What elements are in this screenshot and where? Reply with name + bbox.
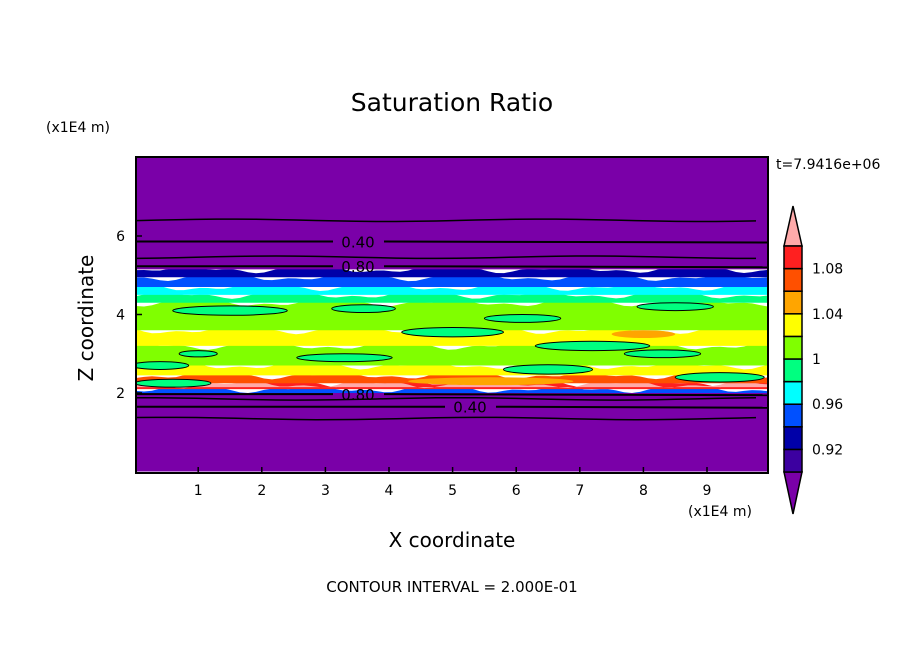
contour-interval-note: CONTOUR INTERVAL = 2.000E-01 bbox=[326, 578, 578, 596]
colorbar-box bbox=[783, 245, 803, 270]
colorbar-box bbox=[783, 358, 803, 383]
colorbar-tick-label: 0.96 bbox=[812, 397, 843, 413]
colorbar-box bbox=[783, 403, 803, 428]
y-tick-label: 4 bbox=[116, 308, 125, 324]
colorbar-box bbox=[783, 448, 803, 473]
x-tick-label: 7 bbox=[575, 483, 584, 499]
contour-label: 0.80 bbox=[341, 258, 374, 276]
field-island bbox=[172, 305, 288, 316]
contour-line bbox=[136, 255, 757, 260]
y-tick-label: 2 bbox=[116, 386, 125, 402]
colorbar-box bbox=[783, 313, 803, 338]
contour-line bbox=[383, 265, 768, 269]
colorbar-tick-label: 1.08 bbox=[812, 262, 843, 278]
contour-line bbox=[383, 240, 768, 244]
contour-line bbox=[136, 416, 757, 421]
x-axis-unit: (x1E4 m) bbox=[688, 504, 752, 520]
colorbar-box bbox=[783, 267, 803, 292]
x-tick-label: 6 bbox=[512, 483, 521, 499]
colorbar-extend-max bbox=[783, 205, 803, 247]
colorbar-extend-min bbox=[783, 471, 803, 515]
colorbar-tick-label: 1 bbox=[812, 352, 821, 368]
field-band bbox=[136, 298, 768, 331]
chart-title: Saturation Ratio bbox=[350, 88, 554, 117]
contour-line bbox=[495, 405, 768, 409]
plot-area: 0.40 0.80 0.80 0.40 bbox=[136, 157, 768, 472]
field-island bbox=[623, 349, 702, 359]
field-band bbox=[136, 371, 768, 384]
field-island bbox=[636, 302, 714, 312]
colorbar-box bbox=[783, 380, 803, 405]
time-label: t=7.9416e+06 bbox=[776, 157, 881, 173]
field-island bbox=[136, 361, 190, 370]
field-island bbox=[178, 350, 218, 358]
colorbar-box bbox=[783, 290, 803, 315]
field-band bbox=[136, 157, 768, 270]
contour-label: 0.40 bbox=[453, 399, 486, 417]
field-island bbox=[331, 304, 396, 314]
y-tick-label: 6 bbox=[116, 229, 125, 245]
colorbar-box bbox=[783, 426, 803, 451]
contour-label: 0.40 bbox=[341, 233, 374, 251]
field-island bbox=[483, 314, 562, 323]
contour-line bbox=[383, 393, 768, 397]
x-axis-label: X coordinate bbox=[388, 528, 516, 552]
field-band bbox=[136, 380, 768, 389]
colorbar-tick-label: 0.92 bbox=[812, 442, 843, 458]
x-tick-label: 3 bbox=[321, 483, 330, 499]
field-band bbox=[136, 393, 768, 472]
y-axis-unit: (x1E4 m) bbox=[46, 120, 110, 136]
x-tick-label: 9 bbox=[703, 483, 712, 499]
contour-label: 0.80 bbox=[341, 386, 374, 404]
x-tick-label: 1 bbox=[194, 483, 203, 499]
field-island bbox=[674, 372, 765, 383]
x-tick-label: 5 bbox=[448, 483, 457, 499]
field-island bbox=[401, 326, 504, 338]
colorbar-tick-label: 1.04 bbox=[812, 307, 843, 323]
field-island bbox=[296, 353, 393, 363]
x-tick-label: 4 bbox=[385, 483, 394, 499]
contour-line bbox=[136, 218, 757, 223]
field-island bbox=[611, 330, 676, 339]
contour-line bbox=[136, 396, 757, 401]
field-island bbox=[136, 378, 212, 388]
field-island bbox=[408, 377, 574, 386]
x-tick-label: 2 bbox=[257, 483, 266, 499]
field-island bbox=[502, 364, 594, 375]
field-island bbox=[534, 340, 651, 352]
x-tick-label: 8 bbox=[639, 483, 648, 499]
field-band bbox=[136, 283, 768, 295]
colorbar-box bbox=[783, 335, 803, 360]
